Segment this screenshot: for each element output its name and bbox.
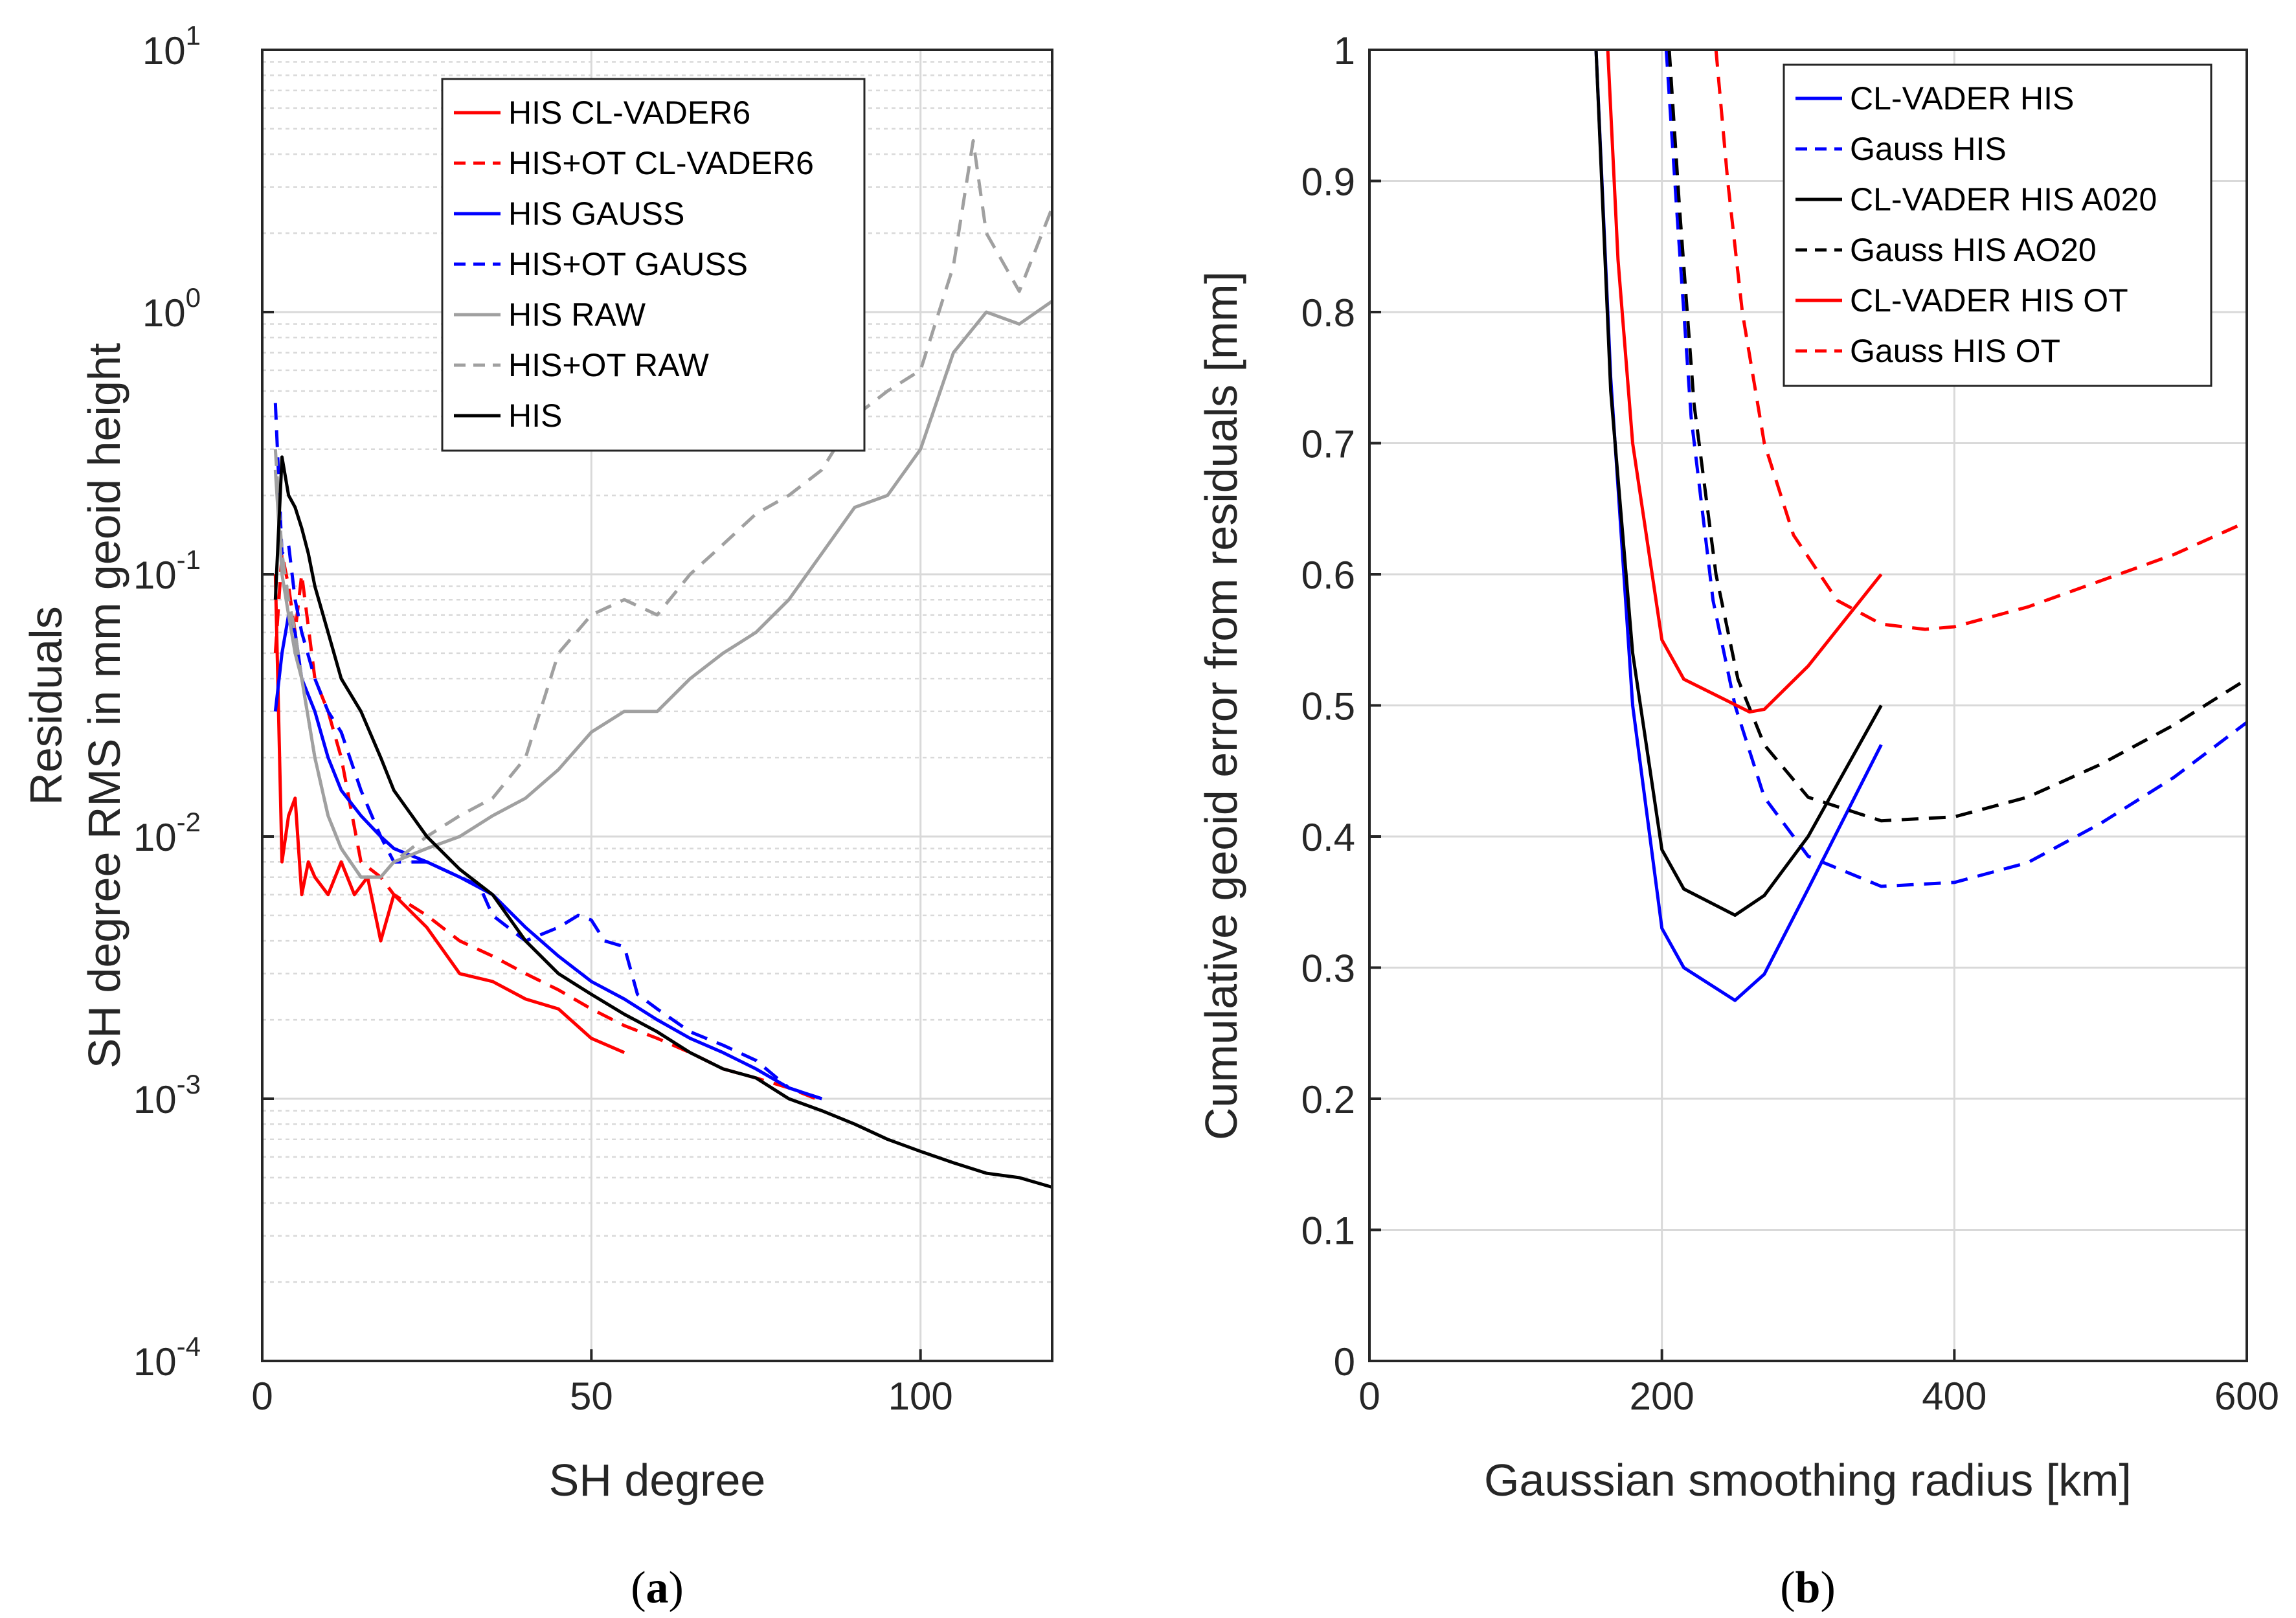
panel-b-y-tick-label: 0.4 <box>1301 816 1355 859</box>
panel-a-series-his-cl-vader6 <box>273 574 625 1054</box>
panel-a-legend: HIS CL-VADER6 HIS+OT CL-VADER6 HIS GAUSS HI… <box>441 78 866 452</box>
panel-b-series-cl-vader-his-a020 <box>1594 49 1883 917</box>
panel-a-legend-label: HIS+OT CL-VADER6 <box>508 145 814 181</box>
panel-b-series-gauss-his <box>1664 49 2248 888</box>
panel-b-y-tick-label: 0 <box>1334 1340 1355 1384</box>
panel-b-legend-box <box>1783 63 2212 387</box>
panel-b-legend-label: Gauss HIS AO20 <box>1850 232 2097 268</box>
panel-b-x-tick-label: 0 <box>1358 1375 1380 1418</box>
panel-a-y-tick-label: 10-3 <box>133 1069 201 1121</box>
panel-a-y-tick-label: 101 <box>142 20 201 73</box>
panel-a-y-tick-label: 10-2 <box>133 807 201 859</box>
panel-b-y-tick-label: 0.8 <box>1301 291 1355 335</box>
panel-a-x-tick-label: 50 <box>570 1375 613 1418</box>
panel-b-x-tick-label: 200 <box>1630 1375 1694 1418</box>
panel-b-legend-label: CL-VADER HIS OT <box>1850 282 2128 319</box>
panel-a-legend-label: HIS GAUSS <box>508 196 684 232</box>
panel-a-ticks: 0 50 100 10-4 10-3 10-2 10-1 100 101 <box>133 20 953 1418</box>
panel-b-x-tick-label: 400 <box>1922 1375 1986 1418</box>
panel-a-series-his-ot-gauss <box>273 403 822 1101</box>
panel-b-caption: (b) <box>1780 1563 1836 1613</box>
panel-b-series-gauss-his-ao20 <box>1667 49 2248 823</box>
panel-b-ticks: 0 200 400 600 0 0.1 0.2 0.3 0.4 0.5 0.6 0.7 0.8 0.9 1 <box>1301 29 2279 1418</box>
panel-a-axes-box <box>261 49 1053 1362</box>
panel-a-x-axis-label: SH degree <box>549 1455 766 1505</box>
panel-b-y-tick-label: 1 <box>1334 29 1355 73</box>
panel-a-legend-label: HIS+OT GAUSS <box>508 246 748 282</box>
panel-b-legend-label: CL-VADER HIS <box>1850 80 2074 117</box>
panel-b-series-gauss-his-ot <box>1714 49 2248 631</box>
panel-b-y-tick-label: 0.2 <box>1301 1078 1355 1121</box>
panel-a-x-tick-label: 0 <box>251 1375 273 1418</box>
panel-a-series-his <box>273 455 1053 1189</box>
panel-b-y-tick-label: 0.7 <box>1301 423 1355 466</box>
panel-a-series <box>273 139 1054 1189</box>
panel-a-series-his-ot-cl-vader6 <box>273 552 823 1103</box>
panel-b: 0 200 400 60000.10.20.30.40.50.60.70.80.91 … <box>1196 29 2279 1613</box>
panel-a-y-tick-label: 100 <box>142 282 201 335</box>
panel-b-series <box>1594 49 2248 1002</box>
panel-b-legend-label: Gauss HIS <box>1850 131 2007 167</box>
panel-a-series-his-gauss <box>273 613 822 1101</box>
panel-a-caption: (a) <box>631 1563 684 1613</box>
panel-a-legend-label: HIS RAW <box>508 297 646 333</box>
panel-a-legend-box <box>441 78 866 452</box>
panel-b-legend: CL-VADER HIS Gauss HIS CL-VADER HIS A020 Ga… <box>1783 63 2212 387</box>
panel-b-y-tick-label: 0.5 <box>1301 685 1355 728</box>
panel-a: 0 50 100 10-4 10-3 10-2 10-1 100 101 HIS CL-VADE… <box>21 20 1054 1613</box>
panel-b-y-tick-label: 0.6 <box>1301 554 1355 597</box>
panel-b-y-tick-label: 0.3 <box>1301 947 1355 991</box>
panel-b-series-cl-vader-his-ot <box>1606 49 1883 714</box>
panel-a-legend-label: HIS <box>508 398 562 434</box>
panel-a-y-tick-label: 10-4 <box>133 1331 201 1384</box>
panel-b-y-tick-label: 0.1 <box>1301 1209 1355 1253</box>
panel-a-legend-label: HIS CL-VADER6 <box>508 95 750 131</box>
panel-b-x-axis-label: Gaussian smoothing radius [km] <box>1484 1455 2132 1505</box>
panel-b-legend-label: Gauss HIS OT <box>1850 333 2060 369</box>
panel-b-legend-label: CL-VADER HIS A020 <box>1850 181 2157 218</box>
panel-a-y-tick-label: 10-1 <box>133 545 201 597</box>
panel-a-x-tick-label: 100 <box>888 1375 953 1418</box>
panel-a-y-axis-label-line1: Residuals <box>21 606 71 805</box>
panel-b-y-axis-label: Cumulative geoid error from residuals [m… <box>1196 271 1246 1140</box>
panel-a-legend-label: HIS+OT RAW <box>508 347 710 383</box>
panel-b-x-tick-label: 600 <box>2214 1375 2279 1418</box>
panel-b-y-tick-label: 0.9 <box>1301 161 1355 204</box>
panel-a-y-axis-label-line2: SH degree RMS in mm geoid height <box>79 343 129 1069</box>
